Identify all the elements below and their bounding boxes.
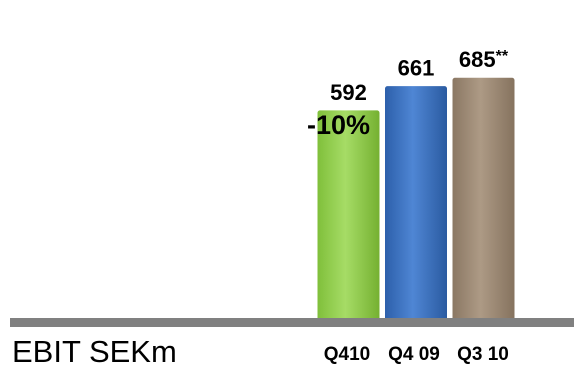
labels-group: 592 Q410 661 Q4 09 685** Q3 10 — [324, 47, 509, 365]
value-label: 592 — [330, 80, 367, 105]
category-label: Q4 09 — [388, 344, 440, 365]
x-axis-title: EBIT SEKm — [12, 334, 177, 368]
change-annotation: -10% — [307, 110, 370, 140]
value-label: 685** — [459, 47, 509, 72]
bar-q410 — [316, 109, 381, 325]
value-label: 661 — [398, 56, 435, 81]
bars-group — [316, 76, 516, 325]
baseline-axis — [10, 318, 574, 327]
bar-q3-10 — [451, 76, 516, 325]
category-label: Q3 10 — [457, 344, 509, 365]
category-label: Q410 — [324, 344, 370, 365]
bar-q4-09 — [384, 85, 448, 325]
